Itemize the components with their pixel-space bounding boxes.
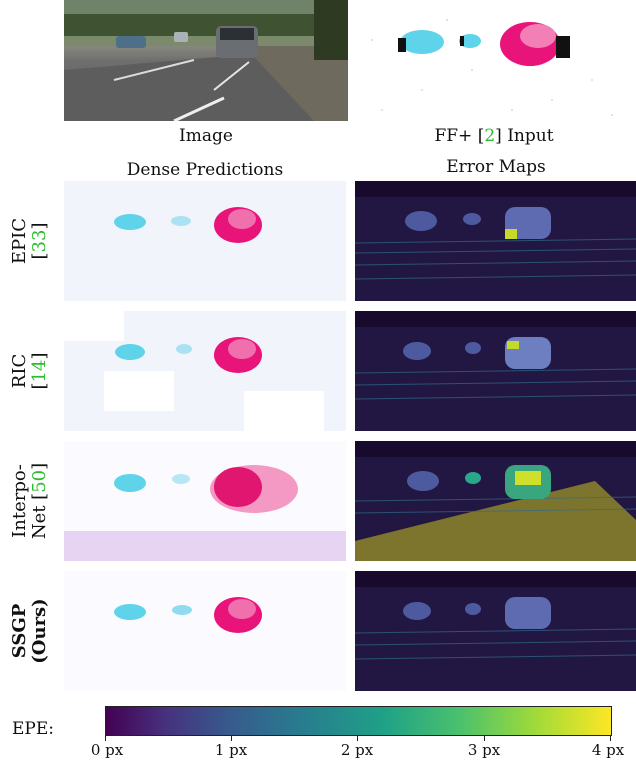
- row-label-interponet-citation: Net [50]: [29, 441, 50, 561]
- row-label-epic-cite-number: 33: [29, 229, 50, 253]
- colorbar-tick-label: 4 px: [591, 741, 625, 759]
- colorbar-tick: [105, 735, 106, 741]
- colorbar-tick-label: 2 px: [340, 741, 374, 759]
- row-label-interponet-close-bracket: ]: [29, 462, 50, 470]
- colorbar-tick-label: 0 px: [90, 741, 124, 759]
- row-label-interponet-method: Interpo-: [9, 464, 30, 538]
- ric-dense-prediction: [64, 311, 346, 431]
- colorbar-tick: [610, 735, 611, 741]
- row-label-ric-open-bracket: [: [29, 382, 50, 390]
- row-label-epic-close-bracket: ]: [29, 222, 50, 230]
- colorbar-tick: [484, 735, 485, 741]
- interponet-dense-prediction: [64, 441, 346, 561]
- ric-error-map: [355, 311, 636, 431]
- row-label-interponet: Interpo- Net [50]: [9, 441, 50, 561]
- input-photo: [64, 0, 348, 121]
- row-label-ssgp-note: (Ours): [29, 598, 50, 664]
- input-caption-citation: 2: [484, 126, 496, 146]
- colorbar-tick: [357, 735, 358, 741]
- ssgp-error-map: [355, 571, 636, 691]
- colorbar-tick-label: 1 px: [214, 741, 248, 759]
- dense-predictions-header: Dense Predictions: [126, 160, 284, 180]
- input-caption-suffix: ] Input: [495, 126, 554, 146]
- row-label-epic: EPIC [33]: [9, 191, 50, 291]
- row-label-ric-close-bracket: ]: [29, 352, 50, 360]
- interponet-error-map: [355, 441, 636, 561]
- row-label-interponet-prefix: Net [: [29, 492, 50, 540]
- epic-dense-prediction: [64, 181, 346, 301]
- row-label-ric-cite-number: 14: [29, 359, 50, 383]
- sparse-input-flow: [352, 0, 636, 121]
- row-label-ric-citation: [14]: [29, 321, 50, 421]
- row-label-epic-citation: [33]: [29, 191, 50, 291]
- epic-error-map: [355, 181, 636, 301]
- epe-label: EPE:: [12, 719, 54, 739]
- row-label-interponet-cite-number: 50: [29, 469, 50, 493]
- error-maps-header: Error Maps: [446, 157, 546, 177]
- colorbar-tick-label: 3 px: [467, 741, 501, 759]
- row-label-ssgp-method: SSGP: [9, 603, 30, 659]
- row-label-epic-open-bracket: [: [29, 252, 50, 260]
- colorbar-tick: [231, 735, 232, 741]
- row-label-ssgp: SSGP (Ours): [9, 581, 50, 681]
- row-label-epic-method: EPIC: [9, 217, 30, 265]
- row-label-ric: RIC [14]: [9, 321, 50, 421]
- ssgp-dense-prediction: [64, 571, 346, 691]
- input-caption: FF+ [2] Input: [352, 126, 636, 146]
- input-caption-prefix: FF+ [: [434, 126, 485, 146]
- row-label-ric-method: RIC: [9, 353, 30, 389]
- image-caption: Image: [179, 126, 233, 146]
- epe-colorbar: [105, 706, 612, 736]
